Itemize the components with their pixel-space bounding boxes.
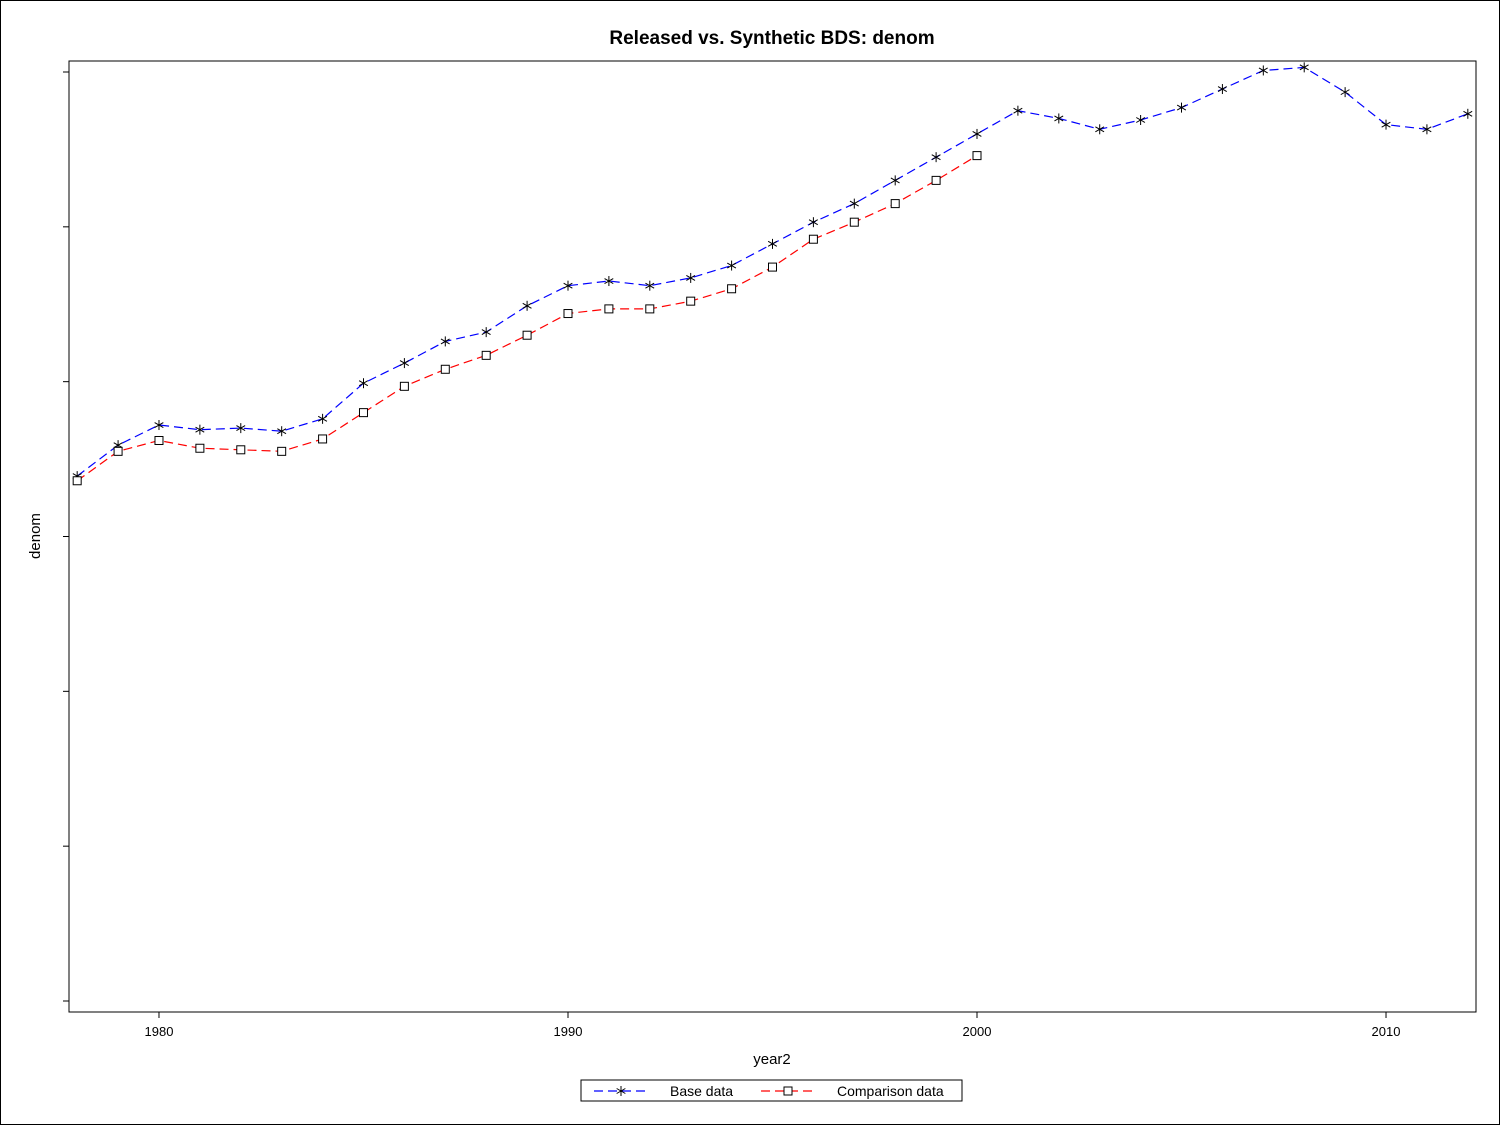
data-point-s1-2 xyxy=(154,420,164,431)
data-point-s1-27 xyxy=(1176,102,1187,113)
legend-label-2: Comparison data xyxy=(837,1083,944,1099)
series-line-2 xyxy=(76,155,978,482)
data-point-s1-30 xyxy=(1299,62,1309,73)
data-point-s2-21 xyxy=(931,175,941,185)
x-tick-label-3: 2010 xyxy=(1372,1024,1401,1039)
x-tick-label-1: 1990 xyxy=(554,1024,583,1039)
data-point-s2-17 xyxy=(768,262,777,272)
x-axis: 1980 1990 2000 2010 xyxy=(145,1012,1401,1039)
data-point-s1-28 xyxy=(1217,84,1228,95)
data-point-s2-6 xyxy=(318,434,328,444)
data-point-s2-8 xyxy=(399,381,409,391)
data-point-s1-7 xyxy=(358,378,369,389)
data-point-s2-9 xyxy=(440,364,450,374)
x-axis-label: year2 xyxy=(753,1051,791,1068)
data-point-s1-10 xyxy=(481,327,491,338)
x-tick-label-2: 2000 xyxy=(963,1024,992,1039)
data-point-s1-4 xyxy=(236,423,246,434)
data-point-s1-8 xyxy=(399,358,409,369)
data-point-s1-25 xyxy=(1095,124,1105,135)
series-line-1 xyxy=(76,66,1469,477)
data-point-s1-20 xyxy=(890,175,900,186)
chart-title: Released vs. Synthetic BDS: denom xyxy=(609,28,934,49)
data-point-s1-32 xyxy=(1381,119,1391,130)
data-point-s1-31 xyxy=(1340,87,1350,98)
data-point-s2-7 xyxy=(358,408,368,418)
data-point-s2-16 xyxy=(727,284,737,294)
data-point-s2-4 xyxy=(236,445,246,455)
data-point-s1-29 xyxy=(1258,65,1268,76)
data-point-s2-10 xyxy=(481,350,491,360)
data-point-s1-3 xyxy=(195,424,205,435)
x-tick-label-0: 1980 xyxy=(145,1024,174,1039)
legend: Base data Comparison data xyxy=(580,1079,963,1102)
series-markers-1 xyxy=(72,62,1473,482)
data-point-s2-11 xyxy=(522,330,532,340)
data-point-s1-24 xyxy=(1054,113,1064,124)
legend-marker-1 xyxy=(616,1086,626,1096)
data-point-s1-13 xyxy=(604,276,614,287)
y-axis-label: denom xyxy=(27,513,44,559)
data-point-s1-5 xyxy=(277,426,287,437)
data-point-s1-14 xyxy=(645,280,655,291)
series-layer xyxy=(72,62,1473,486)
data-point-s1-17 xyxy=(767,238,778,249)
data-point-s1-34 xyxy=(1463,108,1473,119)
data-point-s2-2 xyxy=(154,436,164,446)
data-point-s1-15 xyxy=(686,272,696,283)
data-point-s2-0 xyxy=(72,476,82,486)
data-point-s2-18 xyxy=(808,234,818,244)
data-point-s1-16 xyxy=(726,260,737,271)
data-point-s1-26 xyxy=(1136,114,1146,125)
series-markers-2 xyxy=(72,151,982,486)
data-point-s1-9 xyxy=(440,336,450,347)
data-point-s1-33 xyxy=(1422,124,1432,135)
data-point-s1-18 xyxy=(808,217,819,228)
data-point-s2-13 xyxy=(604,304,614,314)
data-point-s2-1 xyxy=(113,446,123,456)
data-point-s2-15 xyxy=(686,296,696,306)
data-point-s1-21 xyxy=(931,152,941,163)
data-point-s2-12 xyxy=(563,309,573,319)
data-point-s2-19 xyxy=(849,217,859,227)
legend-marker-2 xyxy=(783,1086,793,1096)
data-point-s2-14 xyxy=(645,304,655,314)
data-point-s1-22 xyxy=(972,128,982,139)
data-point-s1-12 xyxy=(563,280,573,291)
data-point-s2-3 xyxy=(195,443,205,453)
legend-label-1: Base data xyxy=(670,1083,733,1099)
legend-box xyxy=(580,1079,963,1102)
data-point-s2-5 xyxy=(277,446,287,456)
data-point-s1-6 xyxy=(317,413,328,424)
data-point-s1-19 xyxy=(849,198,859,209)
y-axis xyxy=(63,71,69,1002)
data-point-s2-22 xyxy=(972,151,982,161)
data-point-s2-20 xyxy=(890,199,900,209)
data-point-s1-23 xyxy=(1013,105,1023,116)
plot-area xyxy=(68,60,1477,1013)
data-point-s1-11 xyxy=(522,300,532,311)
